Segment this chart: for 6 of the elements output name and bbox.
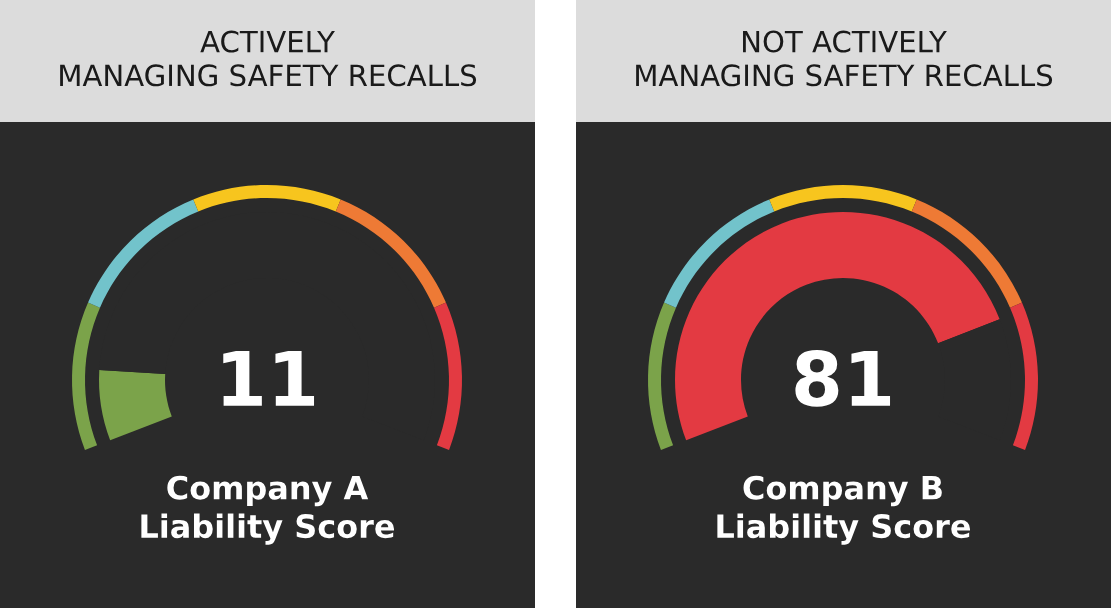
text: Company A Liability Score: [141, 475, 394, 545]
text: 81: [795, 350, 891, 407]
chart-title: ACTIVELY MANAGING SAFETY RECALLS: [60, 30, 477, 87]
text: Company B Liability Score: [717, 475, 970, 545]
chart-title: NOT ACTIVELY MANAGING SAFETY RECALLS: [636, 30, 1053, 87]
text: 11: [223, 351, 315, 406]
